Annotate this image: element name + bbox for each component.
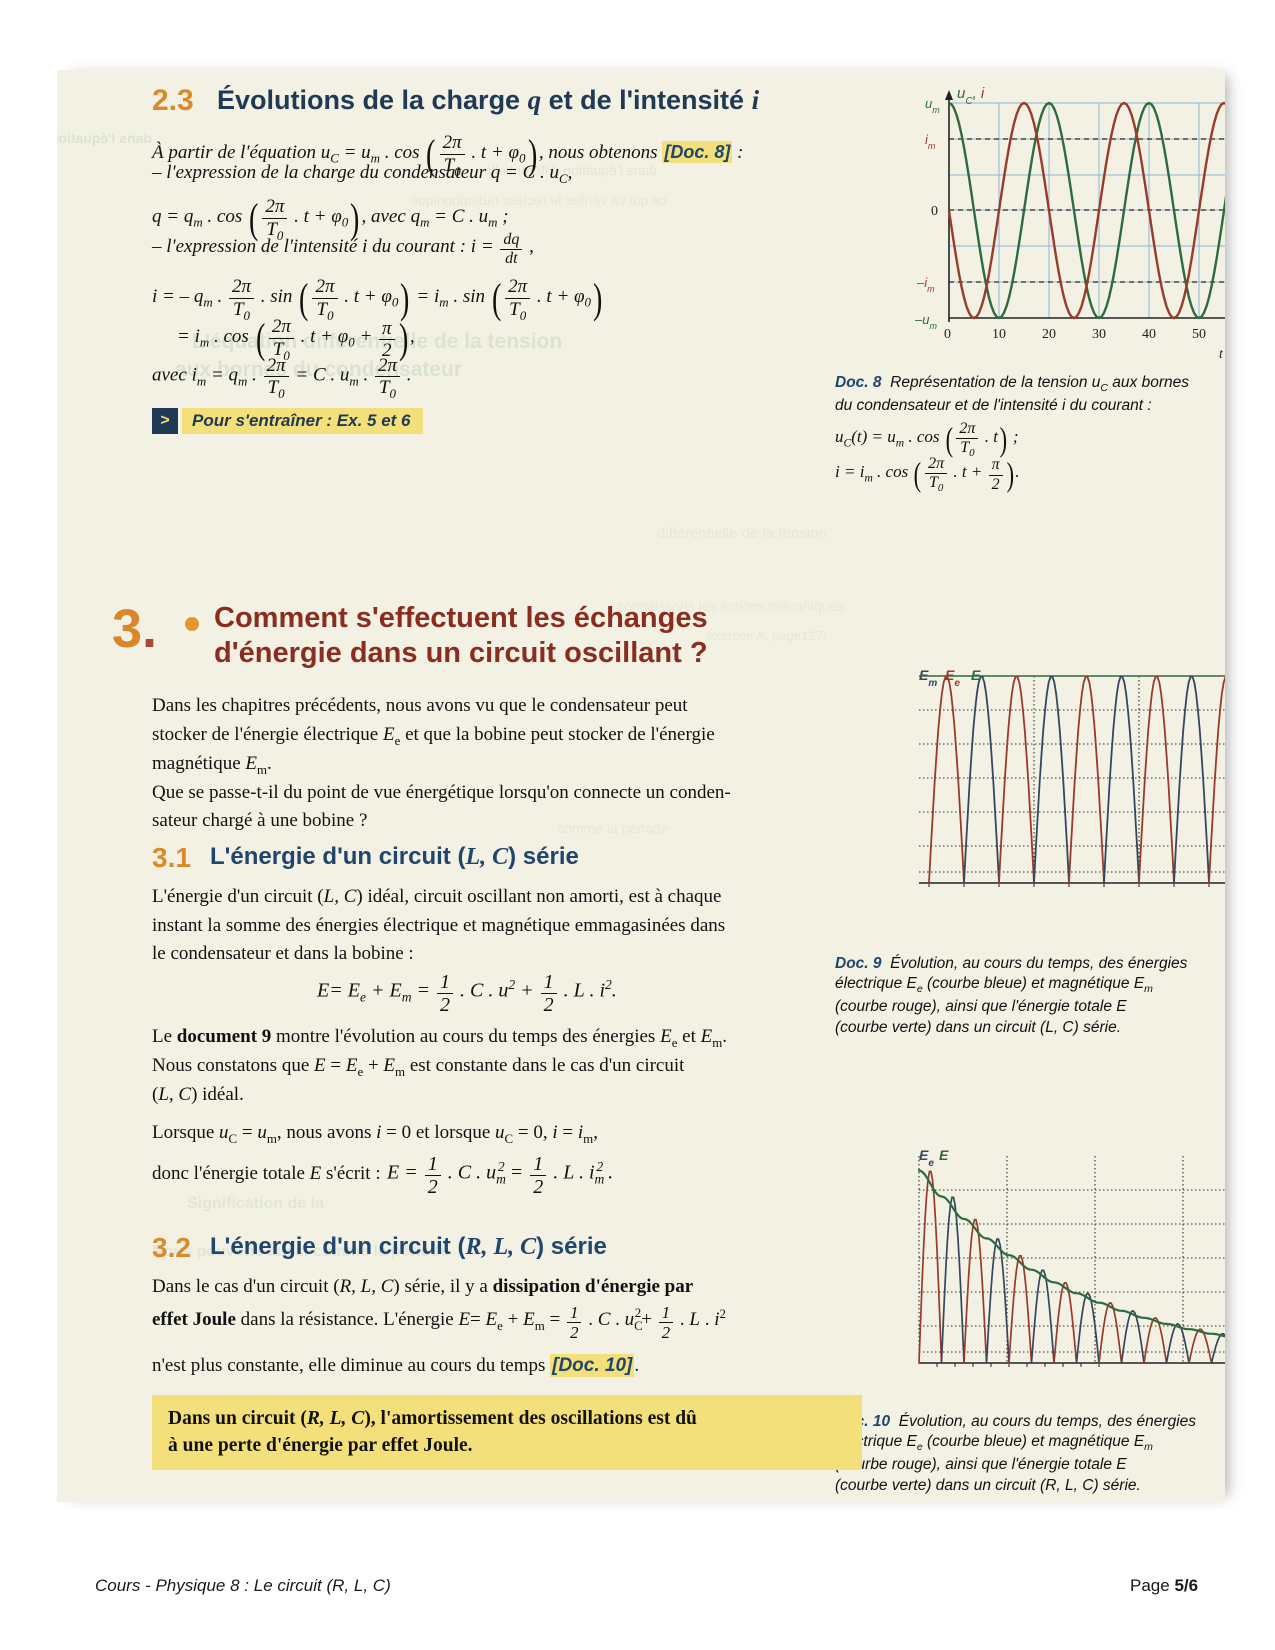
svg-text:um: um (925, 96, 940, 115)
svg-text:Ee: Ee (919, 1147, 934, 1169)
svg-text:40: 40 (1142, 327, 1156, 342)
svg-text:30: 30 (1092, 327, 1106, 342)
svg-text:–um: –um (914, 312, 937, 331)
svg-text:10: 10 (992, 327, 1006, 342)
svg-text:20: 20 (1042, 327, 1056, 342)
svg-text:50: 50 (1192, 327, 1206, 342)
svg-text:im: im (925, 132, 936, 151)
svg-text:0: 0 (931, 204, 938, 219)
svg-text:E: E (939, 1147, 949, 1163)
svg-text:0: 0 (944, 327, 951, 342)
svg-text:t (ms): t (ms) (1219, 347, 1225, 362)
svg-text:–im: –im (916, 275, 935, 294)
svg-text:Em: Em (919, 667, 937, 689)
